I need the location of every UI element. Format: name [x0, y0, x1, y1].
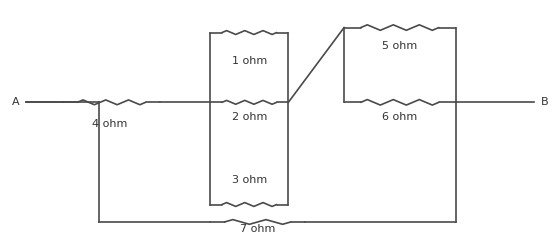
Text: 7 ohm: 7 ohm	[240, 225, 276, 234]
Text: 4 ohm: 4 ohm	[92, 118, 128, 129]
Text: 6 ohm: 6 ohm	[382, 112, 417, 122]
Text: 3 ohm: 3 ohm	[232, 175, 267, 184]
Text: A: A	[12, 97, 19, 107]
Text: 1 ohm: 1 ohm	[232, 56, 267, 66]
Text: 5 ohm: 5 ohm	[382, 41, 417, 51]
Text: 2 ohm: 2 ohm	[232, 112, 267, 122]
Text: B: B	[541, 97, 548, 107]
